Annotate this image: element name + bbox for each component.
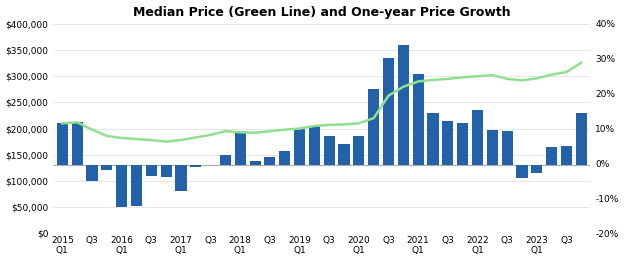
Bar xyxy=(517,165,527,178)
Bar xyxy=(279,151,290,165)
Bar xyxy=(427,113,439,165)
Bar xyxy=(412,74,424,165)
Bar xyxy=(131,165,142,206)
Bar xyxy=(265,157,275,165)
Bar xyxy=(531,165,542,173)
Bar xyxy=(146,165,157,176)
Bar xyxy=(472,110,483,165)
Bar xyxy=(442,121,454,165)
Bar xyxy=(86,165,97,181)
Bar xyxy=(294,129,305,165)
Bar xyxy=(235,131,246,165)
Bar xyxy=(368,89,379,165)
Bar xyxy=(546,147,557,165)
Bar xyxy=(250,161,261,165)
Bar xyxy=(502,131,513,165)
Bar xyxy=(561,146,572,165)
Bar xyxy=(72,122,83,165)
Bar xyxy=(398,45,409,165)
Title: Median Price (Green Line) and One-year Price Growth: Median Price (Green Line) and One-year P… xyxy=(133,5,510,19)
Bar xyxy=(220,155,231,165)
Bar xyxy=(457,123,468,165)
Bar xyxy=(57,123,68,165)
Bar xyxy=(338,144,349,165)
Bar xyxy=(101,165,112,170)
Bar xyxy=(175,165,187,191)
Bar xyxy=(309,126,320,165)
Bar xyxy=(190,165,202,167)
Bar xyxy=(116,165,127,207)
Bar xyxy=(160,165,172,177)
Bar xyxy=(576,113,587,165)
Bar xyxy=(324,137,335,165)
Bar xyxy=(383,58,394,165)
Bar xyxy=(353,137,364,165)
Bar xyxy=(487,130,498,165)
